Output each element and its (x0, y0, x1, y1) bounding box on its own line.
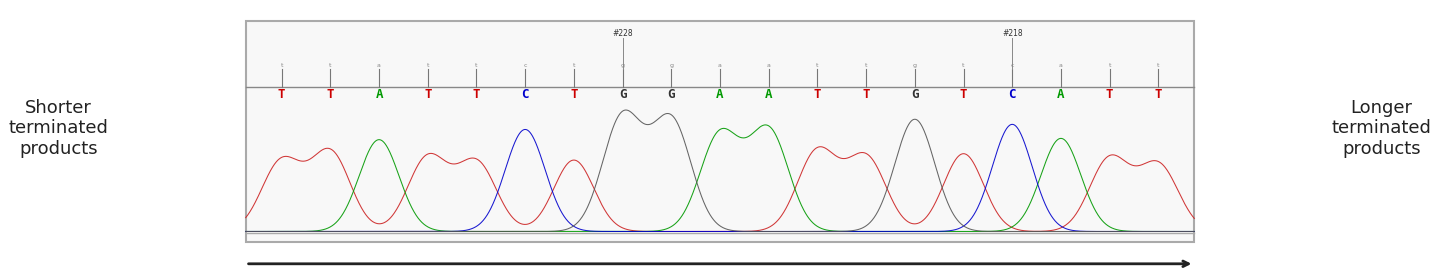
Text: t: t (475, 63, 478, 68)
Text: t: t (573, 63, 575, 68)
Text: Longer
terminated
products: Longer terminated products (1332, 99, 1431, 158)
Text: t: t (1109, 63, 1110, 68)
Text: T: T (278, 88, 285, 101)
Text: t: t (281, 63, 282, 68)
Text: t: t (865, 63, 867, 68)
Text: C: C (1008, 88, 1017, 101)
Text: T: T (327, 88, 334, 101)
Text: a: a (377, 63, 382, 68)
Text: T: T (1155, 88, 1162, 101)
Text: a: a (1058, 63, 1063, 68)
Text: A: A (376, 88, 383, 101)
Text: g: g (621, 63, 625, 68)
Text: g: g (670, 63, 674, 68)
Text: t: t (330, 63, 331, 68)
Text: T: T (570, 88, 577, 101)
Text: t: t (426, 63, 429, 68)
Text: t: t (962, 63, 965, 68)
Text: c: c (1011, 63, 1014, 68)
Text: A: A (716, 88, 724, 101)
Text: #218: #218 (1002, 30, 1022, 39)
Text: g: g (913, 63, 917, 68)
Text: T: T (960, 88, 968, 101)
Text: t: t (1158, 63, 1159, 68)
Text: t: t (816, 63, 819, 68)
Text: Shorter
terminated
products: Shorter terminated products (9, 99, 108, 158)
Text: a: a (766, 63, 770, 68)
Text: T: T (863, 88, 870, 101)
Text: T: T (472, 88, 480, 101)
Text: T: T (1106, 88, 1113, 101)
Text: c: c (523, 63, 527, 68)
Text: G: G (668, 88, 675, 101)
Text: G: G (619, 88, 626, 101)
FancyBboxPatch shape (246, 21, 1194, 242)
Text: a: a (719, 63, 721, 68)
Text: T: T (814, 88, 821, 101)
Text: T: T (423, 88, 432, 101)
Text: C: C (521, 88, 528, 101)
Text: A: A (765, 88, 772, 101)
Text: A: A (1057, 88, 1064, 101)
Text: #228: #228 (612, 30, 634, 39)
Text: G: G (912, 88, 919, 101)
